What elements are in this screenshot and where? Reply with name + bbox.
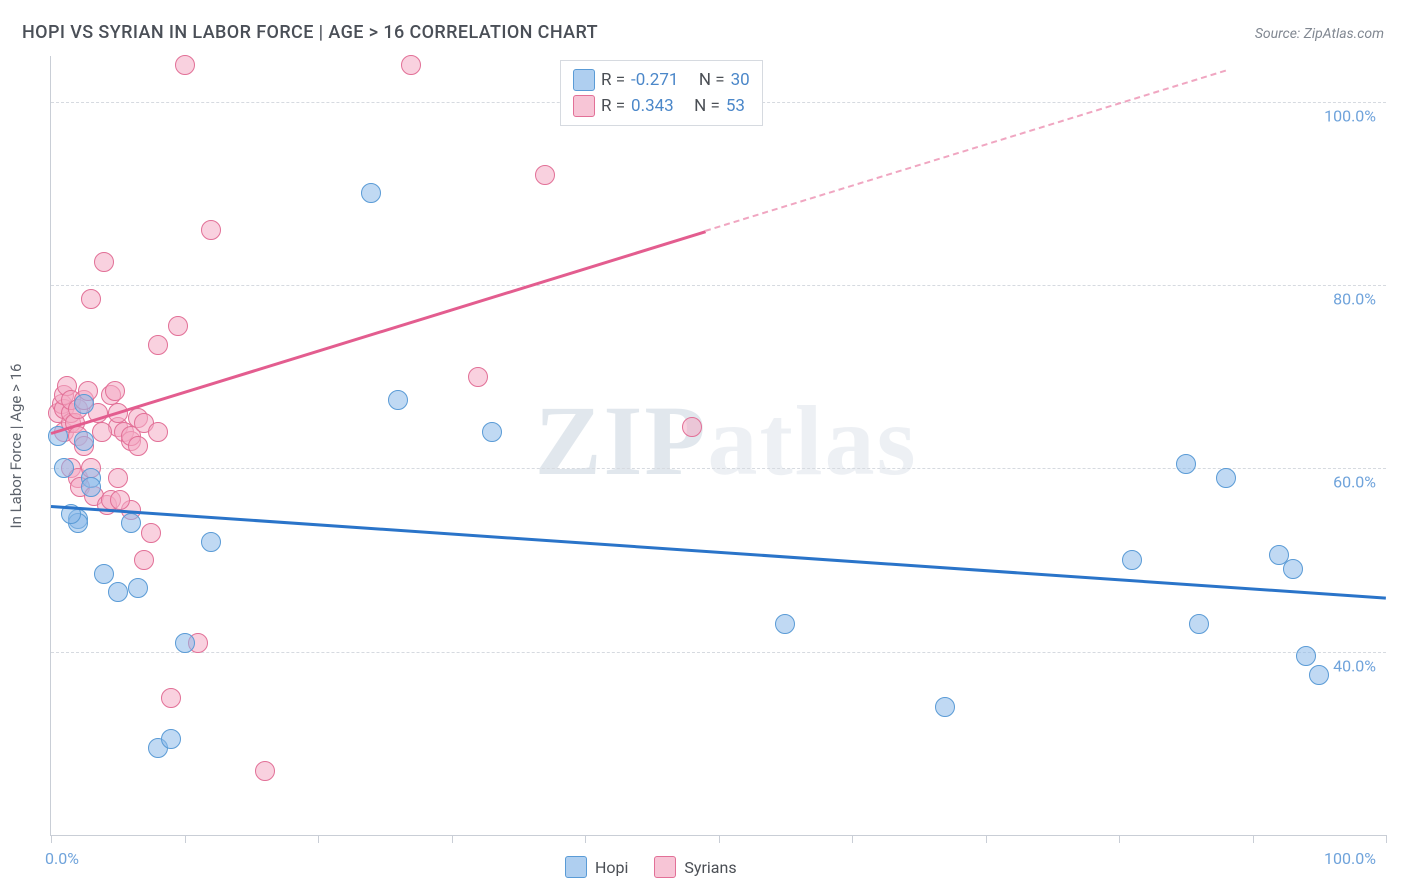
scatter-point	[148, 422, 168, 442]
scatter-point	[482, 422, 502, 442]
scatter-point	[1296, 646, 1316, 666]
y-tick-label: 100.0%	[1324, 106, 1376, 125]
scatter-point	[141, 523, 161, 543]
legend-swatch-pink	[654, 856, 676, 878]
x-tick	[986, 835, 987, 843]
scatter-point	[175, 633, 195, 653]
trendline	[51, 230, 706, 434]
y-axis-label: In Labor Force | Age > 16	[7, 364, 25, 529]
scatter-point	[110, 490, 130, 510]
scatter-point	[108, 582, 128, 602]
scatter-point	[401, 55, 421, 75]
scatter-point	[148, 335, 168, 355]
scatter-point	[94, 252, 114, 272]
legend-n-value: 53	[726, 96, 745, 116]
scatter-point	[175, 55, 195, 75]
scatter-point	[361, 183, 381, 203]
scatter-point	[105, 381, 125, 401]
scatter-point	[74, 394, 94, 414]
scatter-point	[255, 761, 275, 781]
x-tick	[452, 835, 453, 843]
legend-r-label: R =	[601, 70, 625, 90]
legend-item-hopi: Hopi	[565, 856, 628, 878]
scatter-point	[54, 458, 74, 478]
gridline-h	[51, 285, 1386, 286]
scatter-point	[1189, 614, 1209, 634]
scatter-point	[1176, 454, 1196, 474]
scatter-point	[121, 513, 141, 533]
legend-series: Hopi Syrians	[565, 856, 737, 878]
legend-label: Hopi	[595, 858, 628, 877]
scatter-point	[201, 220, 221, 240]
legend-swatch-pink	[573, 95, 595, 117]
watermark-light: atlas	[708, 384, 918, 495]
legend-label: Syrians	[684, 858, 736, 877]
legend-r-value: 0.343	[631, 96, 674, 116]
legend-stats: R = -0.271 N = 30 R = 0.343 N = 53	[560, 60, 763, 126]
scatter-point	[81, 289, 101, 309]
scatter-point	[535, 165, 555, 185]
x-tick	[1386, 835, 1387, 843]
watermark-bold: ZIP	[535, 384, 708, 495]
scatter-point	[94, 564, 114, 584]
gridline-h	[51, 652, 1386, 653]
x-tick	[719, 835, 720, 843]
x-tick	[185, 835, 186, 843]
x-tick-label: 100.0%	[1324, 849, 1376, 868]
scatter-point	[128, 578, 148, 598]
scatter-point	[128, 436, 148, 456]
legend-stats-row-pink: R = 0.343 N = 53	[573, 93, 750, 119]
scatter-point	[74, 431, 94, 451]
scatter-point	[168, 316, 188, 336]
scatter-point	[1216, 468, 1236, 488]
chart-container: HOPI VS SYRIAN IN LABOR FORCE | AGE > 16…	[0, 0, 1406, 892]
scatter-point	[1309, 665, 1329, 685]
legend-stats-row-blue: R = -0.271 N = 30	[573, 67, 750, 93]
trendline	[705, 70, 1226, 232]
x-tick	[1253, 835, 1254, 843]
scatter-point	[92, 422, 112, 442]
scatter-point	[201, 532, 221, 552]
scatter-point	[388, 390, 408, 410]
chart-title: HOPI VS SYRIAN IN LABOR FORCE | AGE > 16…	[22, 22, 598, 43]
scatter-point	[775, 614, 795, 634]
x-tick	[1119, 835, 1120, 843]
legend-r-label: R =	[601, 96, 625, 116]
scatter-point	[108, 468, 128, 488]
legend-n-label: N =	[699, 70, 725, 90]
legend-swatch-blue	[573, 69, 595, 91]
x-tick	[51, 835, 52, 843]
scatter-point	[468, 367, 488, 387]
scatter-point	[134, 550, 154, 570]
legend-n-label: N =	[694, 96, 720, 116]
source-label: Source: ZipAtlas.com	[1255, 26, 1384, 42]
scatter-point	[682, 417, 702, 437]
x-tick	[852, 835, 853, 843]
scatter-point	[1122, 550, 1142, 570]
legend-r-value: -0.271	[631, 70, 678, 90]
y-tick-label: 80.0%	[1333, 290, 1376, 309]
y-tick-label: 60.0%	[1333, 473, 1376, 492]
legend-swatch-blue	[565, 856, 587, 878]
legend-item-syrians: Syrians	[654, 856, 736, 878]
scatter-point	[935, 697, 955, 717]
scatter-point	[161, 729, 181, 749]
trendline	[51, 505, 1386, 600]
plot-area: ZIPatlas 100.0%80.0%60.0%40.0%0.0%100.0%	[50, 56, 1386, 836]
y-tick-label: 40.0%	[1333, 656, 1376, 675]
scatter-point	[161, 688, 181, 708]
watermark: ZIPatlas	[535, 382, 918, 497]
x-tick	[318, 835, 319, 843]
x-tick	[585, 835, 586, 843]
legend-n-value: 30	[731, 70, 750, 90]
scatter-point	[1283, 559, 1303, 579]
scatter-point	[81, 477, 101, 497]
x-tick-label: 0.0%	[45, 849, 79, 868]
